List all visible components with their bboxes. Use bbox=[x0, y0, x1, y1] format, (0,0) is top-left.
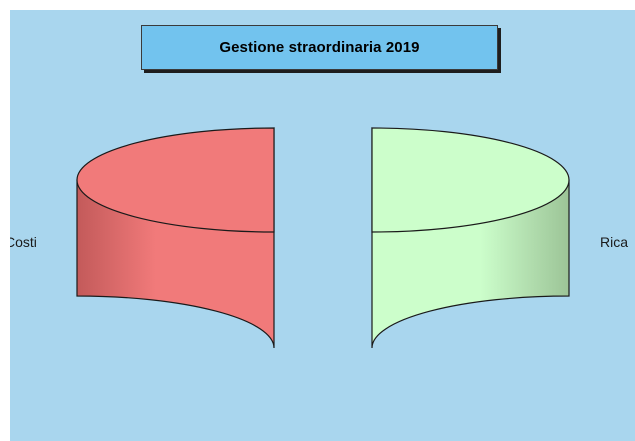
slice-label-costi: Costi bbox=[10, 234, 37, 250]
slice-top-ricavi bbox=[371, 127, 570, 233]
chart-title: Gestione straordinaria 2019 bbox=[219, 39, 420, 56]
pie-chart bbox=[10, 10, 635, 441]
chart-title-box: Gestione straordinaria 2019 bbox=[141, 25, 498, 70]
chart-area: Gestione straordinaria 2019 Costi Rica bbox=[10, 10, 635, 441]
slice-top-costi bbox=[76, 127, 275, 233]
slices-layer bbox=[76, 127, 570, 349]
slice-label-ricavi: Rica bbox=[600, 234, 629, 250]
